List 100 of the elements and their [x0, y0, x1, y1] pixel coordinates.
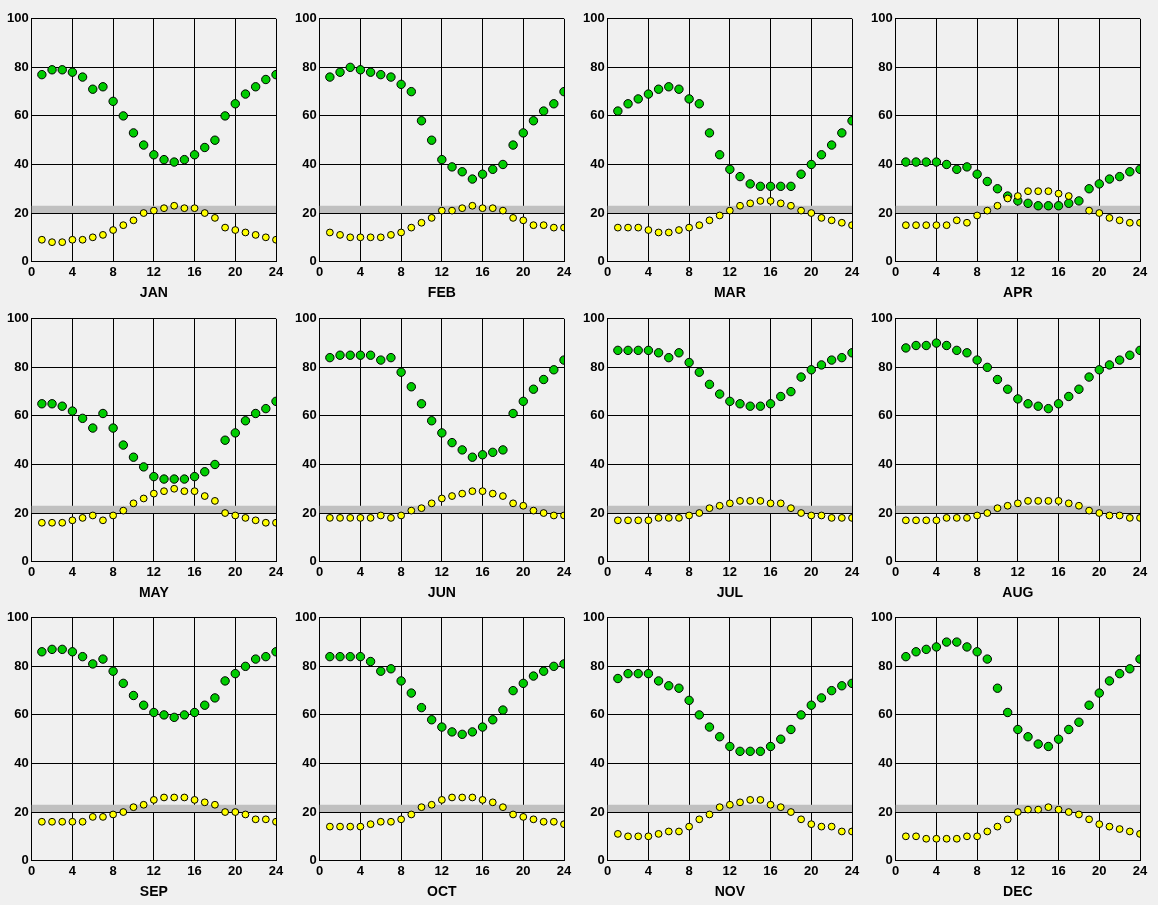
y-tick-label: 80 [590, 58, 605, 74]
y-tick-label: 40 [14, 156, 29, 172]
y-tick-label: 40 [590, 755, 605, 771]
y-tick-label: 100 [294, 310, 317, 326]
y-tick-label: 20 [878, 204, 893, 220]
x-tick-label: 20 [516, 863, 531, 879]
x-tick-label: 16 [187, 263, 202, 279]
x-tick-label: 8 [685, 263, 693, 279]
x-tick-label: 24 [1132, 263, 1148, 279]
y-tick-label: 60 [14, 107, 29, 123]
x-tick-label: 12 [722, 863, 738, 879]
x-tick-label: 24 [268, 263, 284, 279]
x-tick-label: 16 [187, 563, 202, 579]
y-tick-label: 60 [590, 706, 605, 722]
x-tick-label: 12 [722, 563, 738, 579]
y-tick-label: 100 [582, 310, 605, 326]
x-tick-label: 12 [146, 263, 162, 279]
y-tick-label: 100 [870, 10, 893, 26]
x-axis-title: SEP [139, 883, 168, 900]
y-tick-label: 60 [302, 107, 317, 123]
y-tick-label: 80 [590, 358, 605, 374]
y-tick-label: 80 [14, 658, 29, 674]
x-tick-label: 20 [516, 563, 531, 579]
x-axis-title: MAY [138, 584, 170, 601]
y-tick-label: 60 [590, 407, 605, 423]
x-axis-title: AUG [1002, 584, 1034, 601]
y-tick-label: 60 [878, 107, 893, 123]
y-tick-label: 0 [885, 852, 893, 868]
x-axis-title: DEC [1003, 883, 1033, 900]
y-tick-label: 20 [590, 504, 605, 520]
x-tick-label: 12 [146, 863, 162, 879]
y-tick-label: 60 [14, 407, 29, 423]
y-tick-label: 0 [885, 253, 893, 269]
y-tick-label: 60 [878, 706, 893, 722]
x-axis-title: NOV [714, 883, 746, 900]
y-tick-label: 20 [878, 504, 893, 520]
x-tick-label: 16 [475, 863, 490, 879]
y-tick-label: 20 [590, 803, 605, 819]
x-tick-label: 24 [844, 863, 860, 879]
x-axis-title: JAN [139, 284, 168, 301]
y-tick-label: 100 [870, 310, 893, 326]
y-tick-label: 60 [14, 706, 29, 722]
y-tick-label: 40 [302, 755, 317, 771]
x-tick-label: 4 [356, 263, 365, 279]
y-tick-label: 20 [878, 803, 893, 819]
x-tick-label: 16 [763, 563, 778, 579]
x-tick-label: 8 [973, 263, 981, 279]
x-tick-label: 20 [516, 263, 531, 279]
y-tick-label: 20 [302, 204, 317, 220]
y-tick-label: 100 [582, 609, 605, 625]
x-tick-label: 8 [397, 263, 405, 279]
y-tick-label: 60 [302, 706, 317, 722]
y-tick-label: 80 [302, 58, 317, 74]
y-tick-label: 40 [590, 455, 605, 471]
x-tick-label: 20 [228, 563, 243, 579]
y-tick-label: 60 [302, 407, 317, 423]
x-tick-label: 8 [397, 563, 405, 579]
x-tick-label: 16 [1051, 263, 1066, 279]
y-tick-label: 0 [597, 253, 605, 269]
x-tick-label: 24 [1132, 563, 1148, 579]
x-tick-label: 16 [763, 263, 778, 279]
y-tick-label: 40 [878, 455, 893, 471]
x-tick-label: 4 [932, 563, 941, 579]
x-tick-label: 8 [685, 563, 693, 579]
x-tick-label: 20 [1092, 863, 1107, 879]
x-tick-label: 4 [68, 263, 77, 279]
x-tick-label: 20 [1092, 263, 1107, 279]
x-tick-label: 24 [556, 563, 572, 579]
x-axis-title: APR [1003, 284, 1033, 301]
y-tick-label: 20 [14, 204, 29, 220]
x-tick-label: 24 [556, 263, 572, 279]
y-tick-label: 0 [885, 552, 893, 568]
x-tick-label: 4 [68, 863, 77, 879]
x-tick-label: 16 [763, 863, 778, 879]
y-tick-label: 20 [590, 204, 605, 220]
y-tick-label: 80 [302, 658, 317, 674]
y-tick-label: 80 [14, 358, 29, 374]
x-tick-label: 12 [434, 263, 450, 279]
x-tick-label: 4 [932, 263, 941, 279]
x-tick-label: 4 [644, 863, 653, 879]
x-tick-label: 16 [187, 863, 202, 879]
x-tick-label: 24 [844, 263, 860, 279]
x-tick-label: 4 [932, 863, 941, 879]
x-tick-label: 16 [475, 563, 490, 579]
x-tick-label: 4 [356, 563, 365, 579]
y-tick-label: 20 [302, 803, 317, 819]
x-tick-label: 4 [644, 563, 653, 579]
x-tick-label: 12 [434, 563, 450, 579]
y-tick-label: 0 [21, 552, 29, 568]
y-tick-label: 20 [14, 504, 29, 520]
x-tick-label: 8 [973, 863, 981, 879]
x-tick-label: 12 [1010, 563, 1026, 579]
x-tick-label: 20 [804, 563, 819, 579]
x-tick-label: 8 [109, 863, 117, 879]
y-tick-label: 80 [878, 658, 893, 674]
y-tick-label: 40 [14, 455, 29, 471]
x-tick-label: 8 [397, 863, 405, 879]
x-axis-title: FEB [427, 284, 456, 301]
y-tick-label: 100 [294, 609, 317, 625]
x-tick-label: 8 [109, 263, 117, 279]
